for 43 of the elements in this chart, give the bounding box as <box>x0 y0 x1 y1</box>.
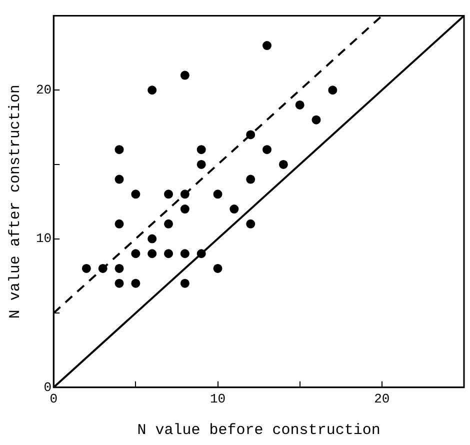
point <box>82 264 91 273</box>
y-tick-label: 10 <box>36 231 52 246</box>
point <box>196 145 206 154</box>
point <box>196 160 206 169</box>
point <box>312 115 321 124</box>
point <box>246 219 256 228</box>
point <box>148 234 157 244</box>
point <box>230 204 239 214</box>
point <box>180 190 190 199</box>
point <box>213 264 222 273</box>
point <box>131 278 140 288</box>
y-axis-title: N value after construction <box>6 84 24 319</box>
point <box>148 86 157 95</box>
x-axis-title: N value before construction <box>137 422 380 439</box>
point <box>98 264 108 273</box>
point <box>328 86 338 95</box>
x-tick-label: 20 <box>374 392 390 407</box>
point <box>246 130 256 140</box>
y-tick-label: 20 <box>36 82 52 98</box>
point <box>180 204 190 214</box>
point <box>278 160 288 169</box>
point <box>180 249 190 258</box>
point <box>213 190 222 199</box>
point <box>164 190 174 199</box>
point <box>114 278 124 288</box>
point <box>262 41 272 50</box>
point <box>114 145 124 154</box>
point <box>114 174 124 184</box>
point <box>295 100 304 110</box>
point <box>131 190 140 199</box>
point <box>180 278 190 288</box>
point <box>262 145 272 154</box>
point <box>148 249 157 258</box>
point <box>114 264 124 273</box>
point <box>164 219 174 228</box>
x-tick-label: 10 <box>210 392 226 407</box>
point <box>196 249 206 258</box>
point <box>114 219 124 228</box>
point <box>180 70 190 80</box>
point <box>164 249 174 258</box>
point <box>246 174 256 184</box>
point <box>131 249 140 258</box>
y-tick-label: 0 <box>44 380 52 395</box>
